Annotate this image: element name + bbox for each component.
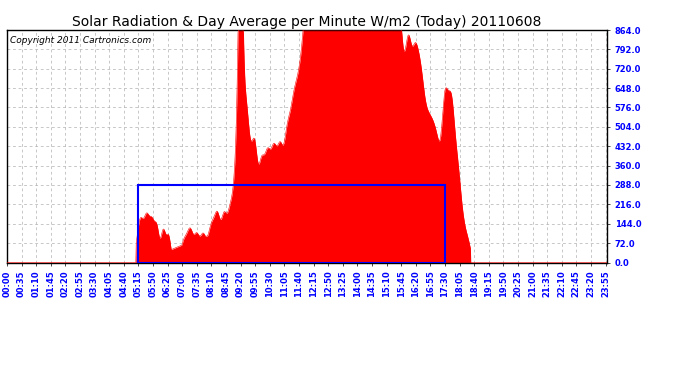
Title: Solar Radiation & Day Average per Minute W/m2 (Today) 20110608: Solar Radiation & Day Average per Minute… (72, 15, 542, 29)
Bar (138, 185, 445, 262)
Text: Copyright 2011 Cartronics.com: Copyright 2011 Cartronics.com (10, 36, 151, 45)
